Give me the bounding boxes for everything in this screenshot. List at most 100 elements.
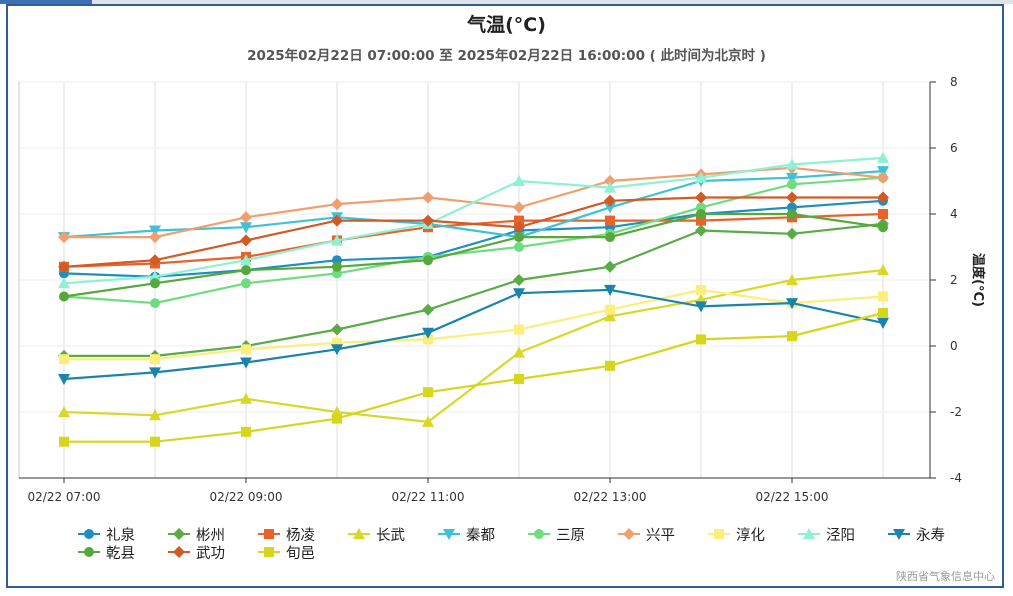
data-point bbox=[422, 214, 434, 227]
legend-marker bbox=[623, 528, 635, 540]
data-point bbox=[240, 357, 252, 369]
legend-marker bbox=[84, 529, 94, 539]
legend-item[interactable]: 淳化 bbox=[708, 524, 765, 544]
legend-item[interactable]: 彬州 bbox=[168, 524, 225, 544]
legend-item[interactable]: 旬邑 bbox=[258, 542, 315, 562]
legend-marker bbox=[893, 529, 905, 540]
legend-marker bbox=[443, 529, 455, 540]
legend-item[interactable]: 长武 bbox=[348, 524, 405, 544]
data-point bbox=[513, 221, 525, 234]
data-point bbox=[241, 265, 251, 276]
legend-marker bbox=[84, 547, 94, 557]
series-line bbox=[64, 311, 884, 443]
data-point bbox=[240, 254, 252, 266]
legend-label: 彬州 bbox=[196, 527, 225, 544]
legend-symbol bbox=[78, 529, 100, 539]
legend-marker bbox=[173, 528, 185, 540]
legend-label: 永寿 bbox=[916, 527, 945, 544]
chart-title: 气温(°C) bbox=[467, 14, 546, 36]
data-point bbox=[604, 284, 616, 296]
legend-label: 武功 bbox=[196, 545, 225, 562]
series-line bbox=[64, 288, 884, 361]
data-point bbox=[877, 166, 889, 178]
data-point bbox=[878, 308, 888, 318]
data-point bbox=[787, 331, 797, 342]
data-point bbox=[605, 215, 615, 226]
data-point bbox=[331, 344, 343, 356]
legend-item[interactable]: 三原 bbox=[528, 524, 585, 544]
data-point bbox=[58, 277, 70, 289]
series-line bbox=[63, 269, 884, 424]
y-tick-label: 0 bbox=[950, 339, 958, 353]
legend-symbol bbox=[708, 529, 730, 539]
data-point bbox=[422, 191, 434, 204]
data-point bbox=[878, 291, 888, 302]
data-point bbox=[423, 334, 433, 345]
legend-item[interactable]: 永寿 bbox=[888, 524, 945, 544]
data-point bbox=[514, 242, 524, 252]
legend-item[interactable]: 乾县 bbox=[78, 542, 135, 562]
legend-item[interactable]: 秦都 bbox=[438, 524, 495, 544]
data-point bbox=[423, 255, 433, 266]
data-point bbox=[241, 426, 251, 437]
data-point bbox=[877, 191, 889, 204]
data-point bbox=[149, 270, 161, 282]
data-point bbox=[877, 151, 889, 163]
legend-item[interactable]: 杨凌 bbox=[258, 524, 315, 544]
legend-item[interactable]: 武功 bbox=[168, 542, 225, 562]
legend-symbol bbox=[168, 546, 190, 558]
legend-item[interactable]: 泾阳 bbox=[798, 524, 855, 544]
data-point bbox=[786, 158, 798, 170]
data-point bbox=[149, 225, 161, 237]
data-point bbox=[150, 354, 160, 365]
data-point bbox=[695, 224, 707, 237]
credit-text: 陕西省气象信息中心 bbox=[896, 570, 995, 583]
data-point bbox=[786, 298, 798, 310]
legend-symbol bbox=[258, 529, 280, 539]
data-point bbox=[149, 367, 161, 379]
data-point bbox=[332, 413, 342, 424]
data-point bbox=[786, 191, 798, 204]
data-point bbox=[787, 209, 797, 219]
legend-item[interactable]: 礼泉 bbox=[78, 524, 135, 544]
legend-label: 旬邑 bbox=[286, 545, 315, 562]
top-bar-tab[interactable] bbox=[0, 0, 92, 4]
y-tick-label: 6 bbox=[950, 141, 958, 155]
data-point bbox=[696, 284, 706, 295]
top-bar bbox=[0, 0, 1013, 4]
data-point bbox=[58, 374, 70, 385]
data-point bbox=[696, 215, 706, 226]
data-point bbox=[878, 222, 888, 233]
y-tick-label: -4 bbox=[950, 471, 962, 485]
legend-label: 乾县 bbox=[106, 545, 135, 562]
series-11 bbox=[58, 191, 889, 273]
series-7 bbox=[59, 284, 888, 365]
legend-marker bbox=[803, 528, 815, 539]
data-point bbox=[331, 198, 343, 211]
data-point bbox=[514, 374, 524, 384]
legend-label: 泾阳 bbox=[826, 527, 855, 544]
y-tick-label: -2 bbox=[950, 405, 962, 419]
legend-item[interactable]: 兴平 bbox=[618, 524, 675, 544]
series-12 bbox=[59, 308, 888, 447]
legend-symbol bbox=[258, 547, 280, 557]
data-point bbox=[604, 175, 616, 187]
data-point bbox=[513, 175, 525, 186]
legend-symbol bbox=[798, 528, 820, 539]
data-point bbox=[331, 323, 343, 336]
x-tick-label: 02/22 07:00 bbox=[28, 490, 101, 504]
data-point bbox=[422, 303, 434, 316]
data-point bbox=[877, 317, 889, 329]
legend-label: 杨凌 bbox=[286, 527, 315, 544]
data-point bbox=[423, 387, 433, 398]
data-point bbox=[605, 304, 615, 315]
data-point bbox=[58, 231, 70, 244]
data-point bbox=[877, 171, 889, 184]
legend-marker bbox=[534, 529, 544, 539]
series-line bbox=[63, 176, 884, 305]
data-point bbox=[331, 214, 343, 227]
data-point bbox=[59, 436, 69, 447]
data-point bbox=[878, 209, 888, 219]
x-tick-label: 02/22 13:00 bbox=[574, 490, 647, 504]
